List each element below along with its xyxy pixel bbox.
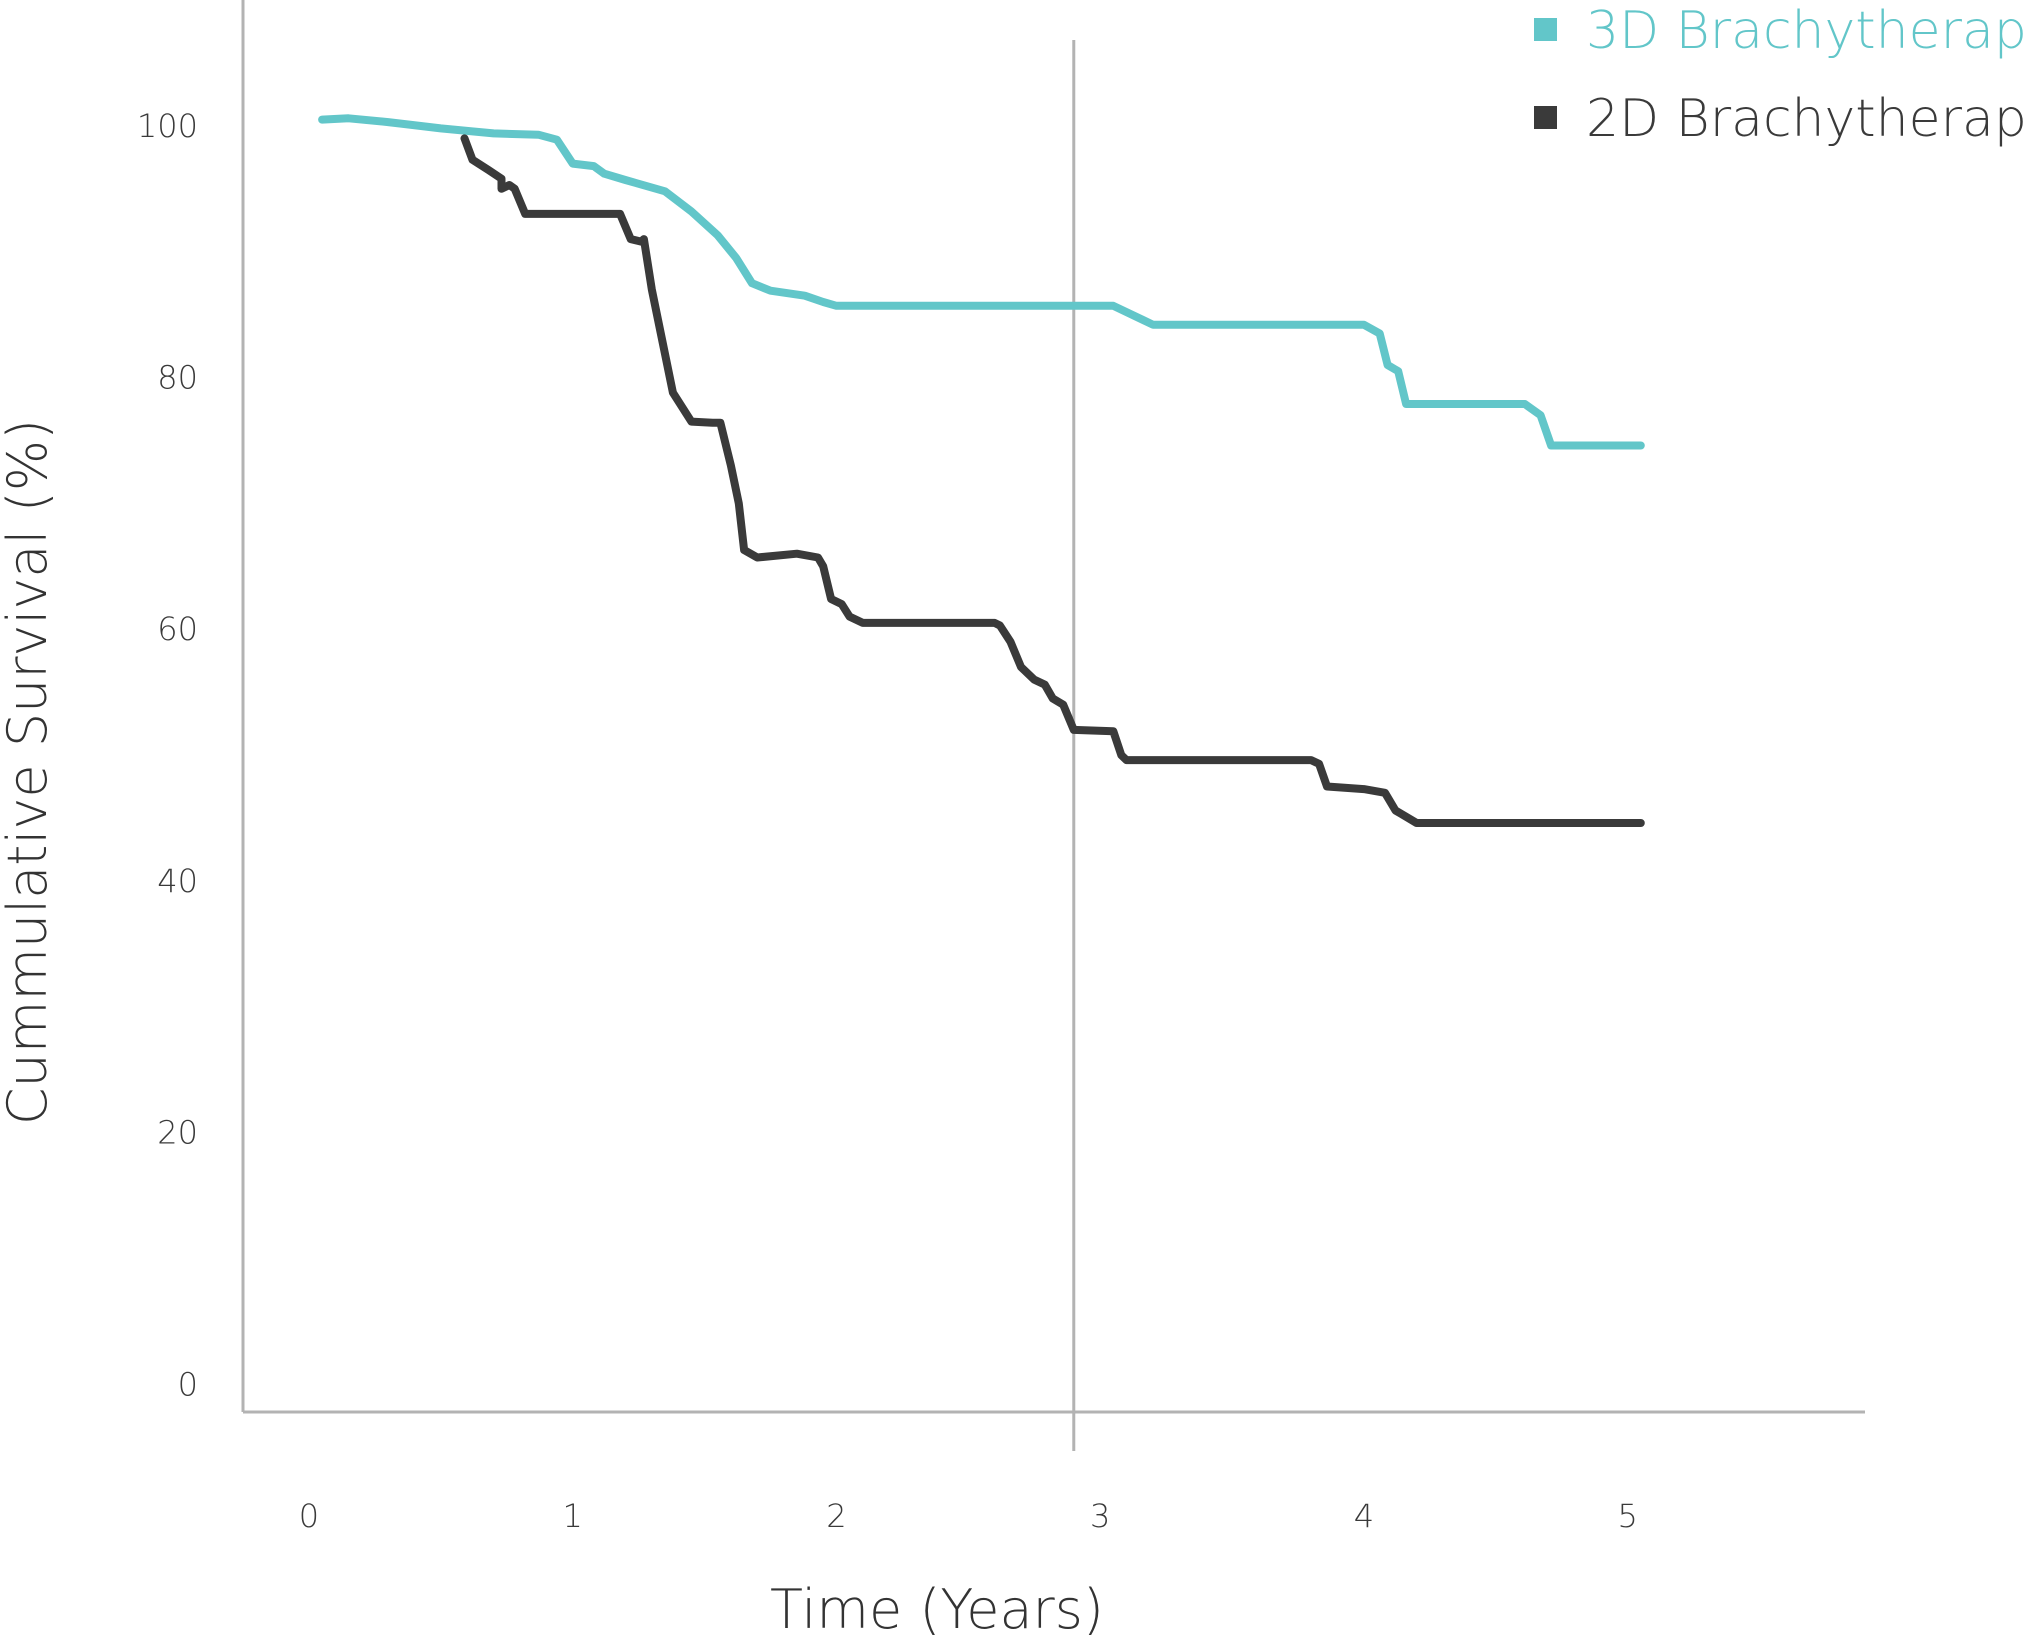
y-tick-labels: 0 20 40 60 80 100 (137, 107, 198, 1403)
legend-item-3d: 3D Brachytherapy (1534, 1, 2027, 61)
legend-swatch-2d (1534, 106, 1557, 129)
x-tick-label: 3 (1090, 1497, 1110, 1535)
axes (241, 0, 1865, 1451)
x-tick-label: 4 (1354, 1497, 1374, 1535)
x-tick-label: 1 (562, 1497, 582, 1535)
legend: 3D Brachytherapy 2D Brachytherapy (1534, 1, 2027, 149)
y-tick-label: 100 (137, 107, 198, 145)
x-tick-label: 2 (826, 1497, 846, 1535)
y-axis-title: Cummulative Survival (%) (0, 419, 59, 1125)
legend-swatch-3d (1534, 18, 1557, 41)
survival-line-2d (460, 134, 1645, 827)
y-tick-label: 60 (157, 610, 198, 648)
y-tick-label: 40 (157, 862, 198, 900)
x-tick-label: 0 (299, 1497, 319, 1535)
survival-line-3d (318, 114, 1645, 450)
y-tick-label: 80 (157, 359, 198, 397)
y-tick-label: 0 (178, 1365, 198, 1403)
x-tick-labels: 0 1 2 3 4 5 (299, 1497, 1638, 1535)
x-tick-label: 5 (1617, 1497, 1637, 1535)
y-tick-label: 20 (157, 1114, 198, 1152)
x-axis-title: Time (Years) (770, 1578, 1104, 1639)
legend-label-3d: 3D Brachytherapy (1586, 1, 2027, 61)
legend-item-2d: 2D Brachytherapy (1534, 89, 2027, 149)
series-layer (318, 114, 1645, 827)
legend-label-2d: 2D Brachytherapy (1586, 89, 2027, 149)
